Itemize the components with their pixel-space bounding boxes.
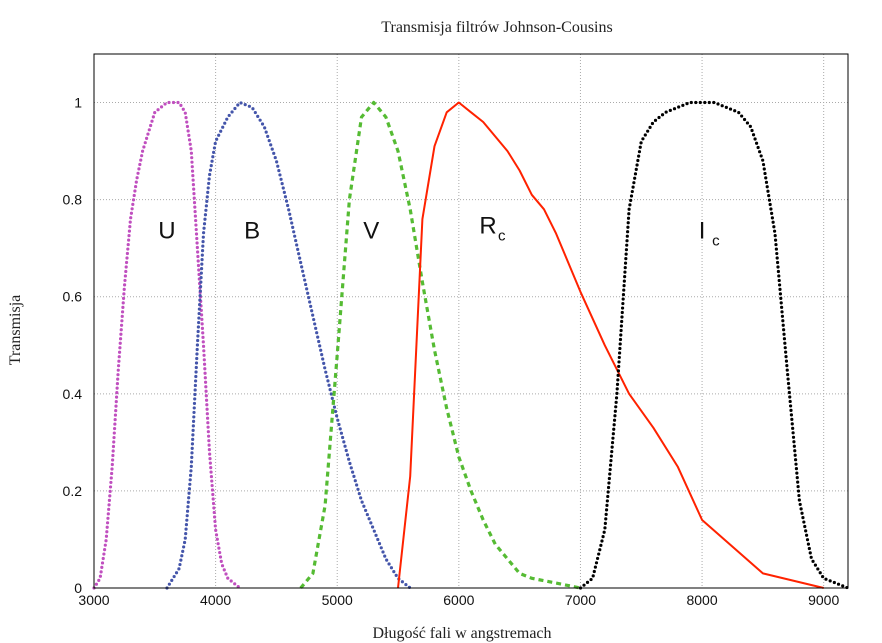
- x-tick-label: 9000: [808, 592, 839, 608]
- x-tick-label: 4000: [200, 592, 231, 608]
- x-tick-label: 6000: [443, 592, 474, 608]
- series-line-v: [299, 100, 581, 590]
- band-label-b: B: [244, 217, 260, 244]
- series-line-rc: [397, 101, 824, 589]
- band-label-ic: I: [699, 217, 706, 244]
- tick-labels: 3000 4000 5000 6000 7000 8000 9000 0 0.2 0.4 0.6 0.…: [63, 95, 840, 608]
- chart-title: Transmisja filtrów Johnson-Cousins: [381, 19, 612, 36]
- grid: [94, 54, 848, 588]
- series-line-ic: [578, 100, 850, 590]
- x-tick-label: 5000: [322, 592, 353, 608]
- x-tick-label: 8000: [686, 592, 717, 608]
- y-tick-label: 1: [74, 95, 82, 111]
- y-tick-label: 0.2: [63, 483, 83, 499]
- band-label-subscript: c: [498, 228, 506, 245]
- y-tick-label: 0.6: [63, 289, 83, 305]
- y-tick-label: 0: [74, 580, 82, 596]
- x-axis-label: Długość fali w angstremach: [372, 625, 551, 642]
- band-label-subscript: c: [712, 232, 720, 249]
- series-layer: [92, 100, 850, 590]
- x-tick-label: 7000: [565, 592, 596, 608]
- y-tick-label: 0.8: [63, 192, 83, 208]
- band-label-u: U: [158, 217, 175, 244]
- y-axis-label: Transmisja: [7, 295, 24, 366]
- series-line-u: [92, 100, 242, 590]
- x-tick-label: 3000: [78, 592, 109, 608]
- y-tick-label: 0.4: [63, 386, 83, 402]
- band-label-v: V: [363, 217, 379, 244]
- band-label-rc: R: [479, 213, 496, 240]
- plot-frame: [93, 53, 849, 589]
- series-line-b: [165, 100, 412, 590]
